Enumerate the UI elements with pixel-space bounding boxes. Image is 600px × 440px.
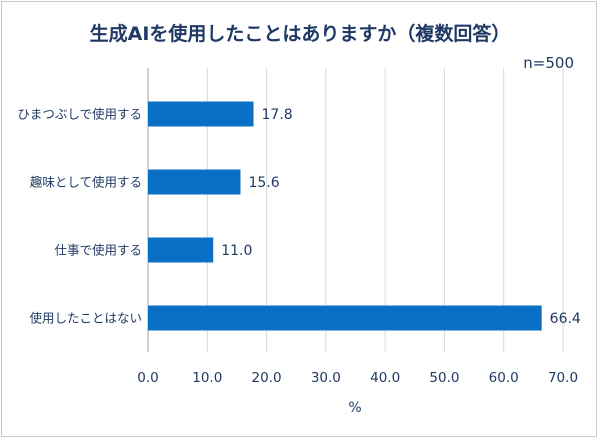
data-label: 17.8: [262, 107, 293, 123]
data-labels: 17.8 15.6 11.0 66.4: [221, 107, 581, 327]
chart-title: 生成AIを使用したことはありますか（複数回答）: [90, 22, 511, 45]
x-tick-label: 70.0: [548, 370, 578, 386]
category-label: ひまつぶしで使用する: [17, 107, 142, 122]
x-tick-label: 60.0: [489, 370, 519, 386]
sample-size-note: n=500: [523, 54, 574, 72]
category-label: 趣味として使用する: [30, 175, 142, 190]
bars: [148, 101, 542, 331]
data-label: 15.6: [248, 175, 279, 191]
x-tick-label: 0.0: [137, 370, 158, 386]
x-tick-label: 30.0: [311, 370, 341, 386]
x-tick-label: 10.0: [192, 370, 222, 386]
data-label: 66.4: [550, 311, 581, 327]
bar: [148, 237, 214, 263]
bar: [148, 169, 241, 195]
x-axis-tick-labels: 0.0 10.0 20.0 30.0 40.0 50.0 60.0 70.0: [137, 370, 578, 386]
bar: [148, 305, 542, 331]
category-label: 使用したことはない: [29, 311, 142, 326]
data-label: 11.0: [221, 243, 252, 259]
x-tick-label: 20.0: [252, 370, 282, 386]
x-axis-title: %: [348, 400, 361, 416]
category-label: 仕事で使用する: [54, 243, 142, 258]
x-tick-label: 40.0: [370, 370, 400, 386]
bar: [148, 101, 254, 127]
x-tick-label: 50.0: [429, 370, 459, 386]
